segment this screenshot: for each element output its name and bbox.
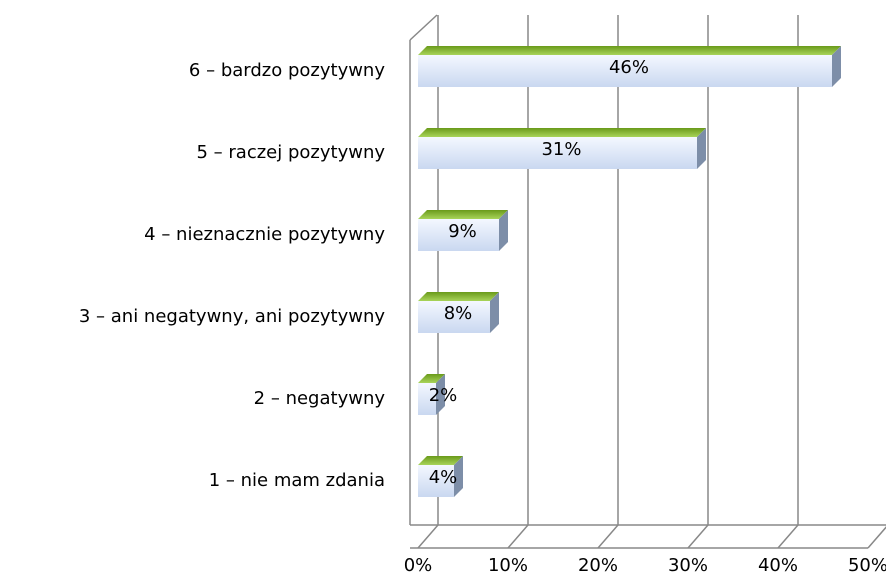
x-tick-label: 40% xyxy=(758,555,798,576)
chart: 0% 10% 20% 30% 40% 50% 6 – bardzo pozytywny 46%… xyxy=(0,0,886,579)
y-tick-label: 6 – bardzo pozytywny xyxy=(189,60,385,81)
value-label: 9% xyxy=(448,221,477,242)
y-tick-label: 2 – negatywny xyxy=(254,388,386,409)
value-label: 31% xyxy=(541,139,581,160)
bar-top xyxy=(418,46,841,55)
y-tick-label: 1 – nie mam zdania xyxy=(209,470,385,491)
bar-top xyxy=(418,128,706,137)
x-tick-label: 10% xyxy=(488,555,528,576)
value-label: 46% xyxy=(609,57,649,78)
value-label: 2% xyxy=(429,385,458,406)
x-tick-label: 20% xyxy=(578,555,618,576)
x-tick-label: 30% xyxy=(668,555,708,576)
x-tick-label: 50% xyxy=(848,555,886,576)
value-label: 8% xyxy=(444,303,473,324)
value-label: 4% xyxy=(429,467,458,488)
x-tick-label: 0% xyxy=(404,555,433,576)
bar-top xyxy=(418,210,508,219)
bar-top xyxy=(418,292,499,301)
y-tick-label: 4 – nieznacznie pozytywny xyxy=(144,224,385,245)
y-tick-label: 3 – ani negatywny, ani pozytywny xyxy=(79,306,385,327)
y-tick-label: 5 – raczej pozytywny xyxy=(197,142,386,163)
